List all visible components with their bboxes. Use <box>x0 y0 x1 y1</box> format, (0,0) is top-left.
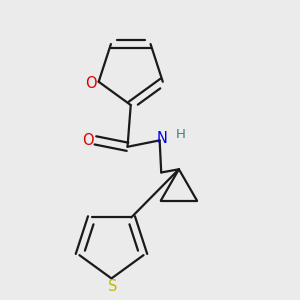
Text: N: N <box>157 131 168 146</box>
Text: O: O <box>85 76 97 91</box>
Text: S: S <box>108 279 117 294</box>
Text: H: H <box>176 128 185 141</box>
Text: O: O <box>82 133 94 148</box>
